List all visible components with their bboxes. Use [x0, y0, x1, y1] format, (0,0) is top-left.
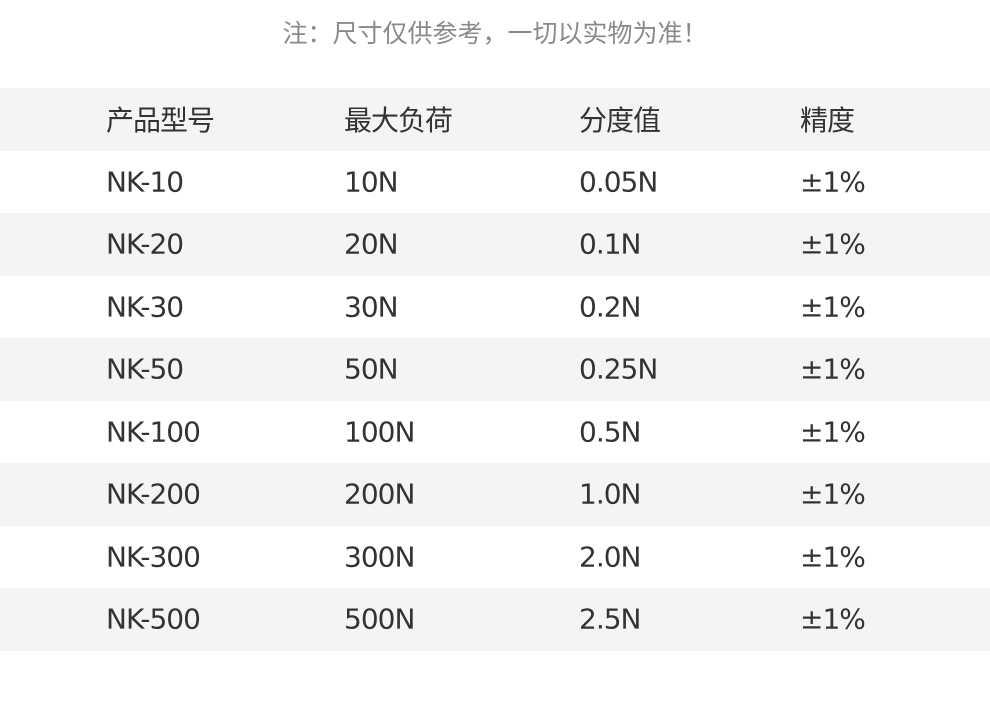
header-max-load: 最大负荷 — [344, 104, 453, 138]
table-row: NK-10 10N 0.05N ±1% — [0, 151, 990, 214]
table-row: NK-200 200N 1.0N ±1% — [0, 463, 990, 526]
spec-table: 产品型号 最大负荷 分度值 精度 NK-10 10N 0.05N ±1% NK-20 20… — [0, 88, 990, 651]
cell-division: 2.5N — [579, 602, 641, 636]
cell-max-load: 200N — [344, 477, 415, 511]
cell-division: 1.0N — [579, 477, 641, 511]
cell-model: NK-10 — [106, 165, 184, 199]
table-row: NK-20 20N 0.1N ±1% — [0, 213, 990, 276]
cell-max-load: 100N — [344, 415, 415, 449]
cell-max-load: 500N — [344, 602, 415, 636]
cell-model: NK-200 — [106, 477, 201, 511]
table-row: NK-500 500N 2.5N ±1% — [0, 588, 990, 651]
cell-accuracy: ±1% — [800, 290, 866, 324]
cell-model: NK-50 — [106, 352, 184, 386]
cell-max-load: 300N — [344, 540, 415, 574]
cell-model: NK-30 — [106, 290, 184, 324]
cell-model: NK-300 — [106, 540, 201, 574]
table-row: NK-50 50N 0.25N ±1% — [0, 338, 990, 401]
cell-division: 0.1N — [579, 227, 641, 261]
cell-accuracy: ±1% — [800, 540, 866, 574]
header-model: 产品型号 — [106, 104, 215, 138]
cell-accuracy: ±1% — [800, 352, 866, 386]
cell-accuracy: ±1% — [800, 165, 866, 199]
cell-division: 0.2N — [579, 290, 641, 324]
cell-division: 0.5N — [579, 415, 641, 449]
header-division: 分度值 — [579, 104, 661, 138]
cell-accuracy: ±1% — [800, 415, 866, 449]
cell-accuracy: ±1% — [800, 227, 866, 261]
cell-max-load: 10N — [344, 165, 399, 199]
table-row: NK-300 300N 2.0N ±1% — [0, 526, 990, 589]
cell-division: 0.25N — [579, 352, 658, 386]
cell-max-load: 20N — [344, 227, 399, 261]
table-row: NK-30 30N 0.2N ±1% — [0, 276, 990, 339]
cell-division: 0.05N — [579, 165, 658, 199]
cell-max-load: 50N — [344, 352, 399, 386]
cell-model: NK-20 — [106, 227, 184, 261]
cell-division: 2.0N — [579, 540, 641, 574]
table-row: NK-100 100N 0.5N ±1% — [0, 401, 990, 464]
cell-model: NK-500 — [106, 602, 201, 636]
disclaimer-note: 注：尺寸仅供参考，一切以实物为准！ — [282, 19, 708, 48]
cell-accuracy: ±1% — [800, 477, 866, 511]
table-header-row: 产品型号 最大负荷 分度值 精度 — [0, 88, 990, 151]
cell-accuracy: ±1% — [800, 602, 866, 636]
cell-max-load: 30N — [344, 290, 399, 324]
header-accuracy: 精度 — [800, 104, 855, 138]
cell-model: NK-100 — [106, 415, 201, 449]
